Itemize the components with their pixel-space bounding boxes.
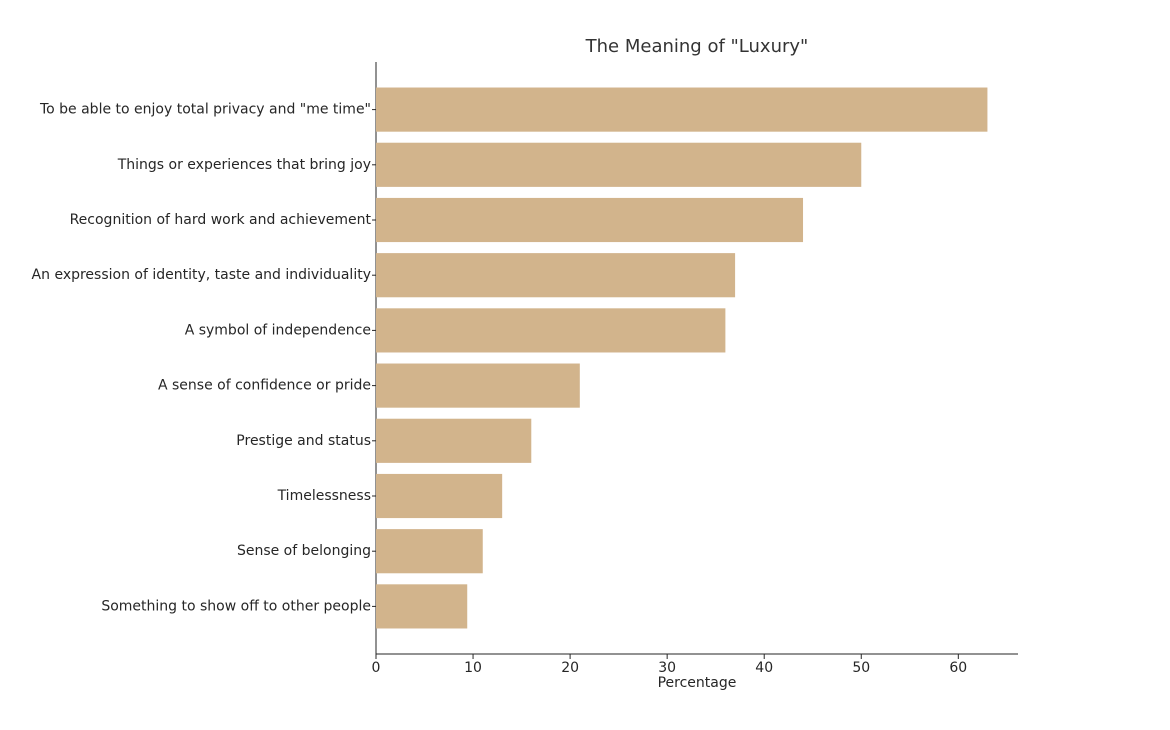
- y-tick-label: Something to show off to other people: [101, 598, 371, 614]
- chart-title: The Meaning of "Luxury": [585, 36, 809, 57]
- bar: [376, 142, 862, 187]
- y-tick-label: To be able to enjoy total privacy and "m…: [39, 102, 371, 118]
- x-tick-label: 50: [852, 660, 870, 676]
- x-tick-label: 40: [755, 660, 773, 676]
- x-tick-label: 10: [464, 660, 482, 676]
- bar: [376, 529, 483, 574]
- bar: [376, 308, 726, 353]
- y-tick-label: Timelessness: [277, 488, 371, 504]
- bar: [376, 363, 580, 408]
- x-tick-label: 0: [372, 660, 381, 676]
- bar: [376, 87, 988, 132]
- y-tick-label: A symbol of independence: [185, 322, 371, 338]
- x-axis-label: Percentage: [658, 675, 737, 691]
- x-tick-label: 20: [561, 660, 579, 676]
- bar: [376, 584, 468, 629]
- y-tick-label: Sense of belonging: [237, 543, 371, 559]
- y-tick-label: An expression of identity, taste and ind…: [32, 267, 371, 283]
- x-tick-label: 60: [949, 660, 967, 676]
- y-tick-label: Recognition of hard work and achievement: [70, 212, 372, 228]
- bar: [376, 197, 804, 243]
- bar: [376, 418, 532, 463]
- bar: [376, 253, 736, 298]
- y-tick-label: Prestige and status: [236, 433, 371, 449]
- y-tick-label: A sense of confidence or pride: [158, 378, 371, 394]
- y-tick-label: Things or experiences that bring joy: [117, 157, 371, 173]
- x-tick-label: 30: [658, 660, 676, 676]
- bar: [376, 473, 503, 519]
